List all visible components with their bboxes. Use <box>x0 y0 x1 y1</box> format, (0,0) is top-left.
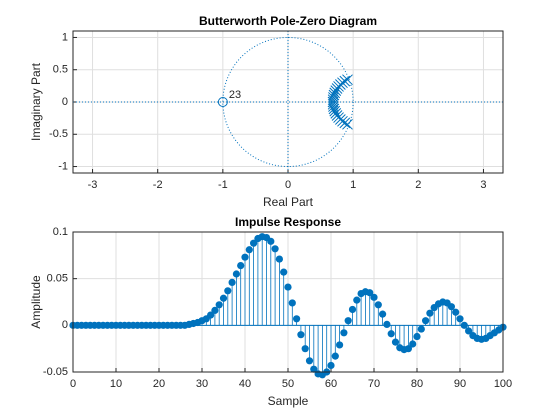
stem-marker <box>422 317 430 325</box>
stem-marker <box>413 332 421 341</box>
stem-marker <box>237 262 245 270</box>
x-tick-label: 40 <box>239 378 251 390</box>
stem-marker <box>271 245 279 253</box>
stem-marker <box>404 345 412 353</box>
stem-marker <box>284 283 292 291</box>
stem-marker <box>310 365 318 373</box>
stem-marker <box>447 303 455 311</box>
pole-marker <box>329 87 341 99</box>
stem-marker <box>305 357 314 365</box>
pole-marker <box>328 101 339 112</box>
stem-marker <box>417 325 425 333</box>
stem-marker <box>465 327 473 335</box>
x-tick-label: 10 <box>110 378 122 390</box>
stem-marker <box>387 330 395 338</box>
zero-marker <box>217 97 228 107</box>
stem-marker <box>460 321 468 329</box>
stem-marker <box>456 315 464 323</box>
zero-multiplicity: 23 <box>229 89 241 101</box>
x-tick-label: 20 <box>153 378 165 390</box>
stem-marker <box>409 340 417 348</box>
stem-marker <box>207 311 215 319</box>
stem-marker <box>301 345 309 353</box>
pole-marker <box>339 117 351 129</box>
y-tick-label: -1 <box>58 160 68 172</box>
stem-marker <box>228 278 236 286</box>
stem-marker <box>353 296 361 304</box>
stem-marker <box>232 270 240 278</box>
x-tick-label: 90 <box>454 378 466 390</box>
x-tick-label: 80 <box>411 378 423 390</box>
x-tick-label: -3 <box>88 179 98 191</box>
pole-marker <box>337 115 348 127</box>
x-axis-label: Sample <box>268 394 309 408</box>
x-tick-label: 100 <box>494 378 512 390</box>
stem-marker <box>370 293 378 301</box>
stem-marker <box>374 301 382 309</box>
stem-marker <box>391 338 400 346</box>
stem-marker <box>280 268 288 276</box>
pole-marker <box>327 96 339 108</box>
x-tick-label: 50 <box>282 378 294 390</box>
y-tick-label: 0.05 <box>47 273 68 285</box>
stem-marker <box>336 341 344 349</box>
stem-marker <box>348 305 357 314</box>
stem-marker <box>452 308 460 316</box>
stem-marker <box>215 301 223 309</box>
pole-marker <box>342 118 353 130</box>
stem-marker <box>344 317 352 325</box>
y-tick-label: 0.5 <box>53 64 68 76</box>
chart-title: Impulse Response <box>235 215 341 229</box>
stem-marker <box>379 310 387 318</box>
pole-marker <box>327 98 339 110</box>
x-axis-label: Real Part <box>263 195 314 209</box>
stem-marker <box>426 309 434 317</box>
y-tick-label: -0.5 <box>49 128 68 140</box>
stem-marker <box>293 315 301 323</box>
y-tick-label: 0 <box>62 96 68 108</box>
y-tick-label: 0 <box>62 319 68 331</box>
x-tick-label: 70 <box>368 378 380 390</box>
stem-marker <box>297 331 305 339</box>
stem-marker <box>250 239 258 247</box>
axes-box <box>72 231 504 373</box>
axes-box <box>72 30 504 174</box>
y-tick-label: 0.1 <box>53 226 68 238</box>
stem-marker <box>327 361 335 370</box>
stem-marker <box>267 237 275 245</box>
stem-marker <box>245 246 253 254</box>
stem-marker <box>366 289 374 297</box>
stem-marker <box>241 253 249 261</box>
stem-marker <box>340 329 348 337</box>
unit-circle <box>222 36 354 168</box>
x-tick-label: 30 <box>196 378 208 390</box>
chart-title: Butterworth Pole-Zero Diagram <box>199 14 377 28</box>
x-tick-label: 2 <box>415 179 421 191</box>
y-tick-label: 1 <box>62 31 68 43</box>
y-tick-label: -0.05 <box>43 366 68 378</box>
x-tick-label: -1 <box>218 179 228 191</box>
x-tick-label: 1 <box>350 179 356 191</box>
x-tick-label: 60 <box>325 378 337 390</box>
stem-marker <box>383 320 391 328</box>
stem-marker <box>224 287 232 295</box>
pole-marker <box>328 89 340 101</box>
x-tick-label: 3 <box>480 179 486 191</box>
stem-marker <box>275 255 283 263</box>
stem-marker <box>211 306 219 314</box>
y-axis-label: Imaginary Part <box>29 62 43 141</box>
x-tick-label: -2 <box>153 179 163 191</box>
x-tick-label: 0 <box>70 378 76 390</box>
stem-marker <box>219 294 228 302</box>
stem-marker <box>288 299 296 307</box>
pole-marker <box>342 74 353 86</box>
x-tick-label: 0 <box>285 179 291 191</box>
stem-marker <box>331 352 339 360</box>
y-axis-label: Amplitude <box>29 275 43 329</box>
